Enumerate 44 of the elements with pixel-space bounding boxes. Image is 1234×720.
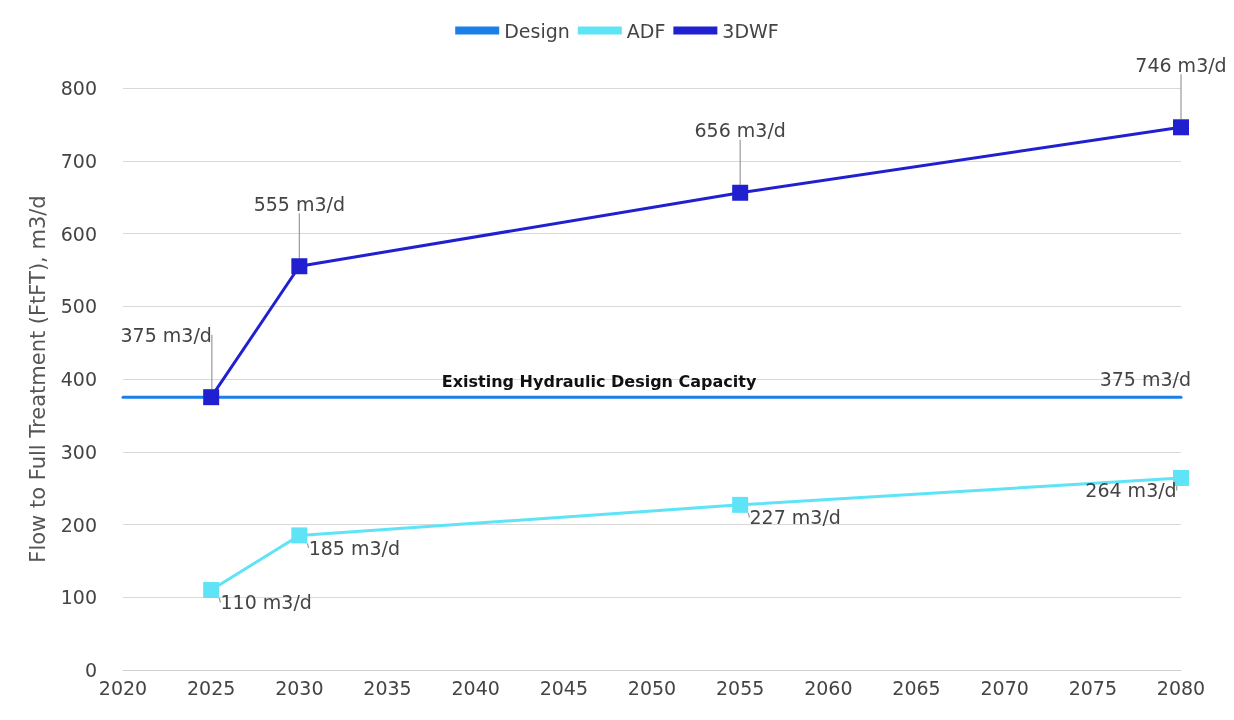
data-label: 375 m3/d [1099,367,1192,390]
data-label: 375 m3/d [120,323,212,346]
x-tick-label: 2080 [1156,676,1206,699]
x-tick-label: 2035 [363,676,412,699]
data-label: 555 m3/d [253,192,346,215]
x-tick-label: 2045 [539,676,589,699]
y-tick-label: 100 [60,586,97,609]
point [732,496,749,513]
legend-label: ADF [626,19,666,42]
x-tick-label: 2025 [186,676,236,699]
x-tick-label: 2040 [451,676,500,699]
point [291,527,308,544]
x-tick-label: 2055 [715,676,765,699]
y-axis-title: Flow to Full Treatment (FtFT), m3/d [25,195,50,563]
data-label: 746 m3/d [1135,53,1227,76]
point [732,184,749,201]
y-tick-label: 200 [60,513,97,536]
data-label: 185 m3/d [308,536,401,559]
x-tick-label: 2070 [980,676,1029,699]
data-label: 264 m3/d [1085,479,1177,502]
y-tick-label: 800 [60,77,97,99]
y-tick-label: 700 [60,149,97,172]
y-tick-label: 400 [60,368,97,390]
x-tick-label: 2075 [1068,676,1118,699]
data-label: 110 m3/d [220,591,312,614]
y-tick-label: 0 [84,659,97,681]
x-tick-label: 2050 [627,676,677,699]
x-tick-label: 2020 [98,676,148,699]
annotation: Existing Hydraulic Design Capacity [441,371,757,391]
legend-label: Design [504,19,570,42]
point [1173,469,1189,486]
point [291,258,308,275]
point [203,389,220,406]
data-label: 227 m3/d [749,506,841,529]
point [1173,119,1189,136]
x-tick-label: 2065 [892,676,941,699]
y-tick-label: 500 [60,295,97,318]
y-tick-label: 600 [60,222,97,245]
legend-label: 3DWF [722,19,779,42]
y-tick-label: 300 [60,440,97,463]
data-label: 656 m3/d [694,119,786,142]
point [203,581,220,598]
x-tick-label: 2030 [275,676,324,699]
x-tick-label: 2060 [804,676,853,699]
